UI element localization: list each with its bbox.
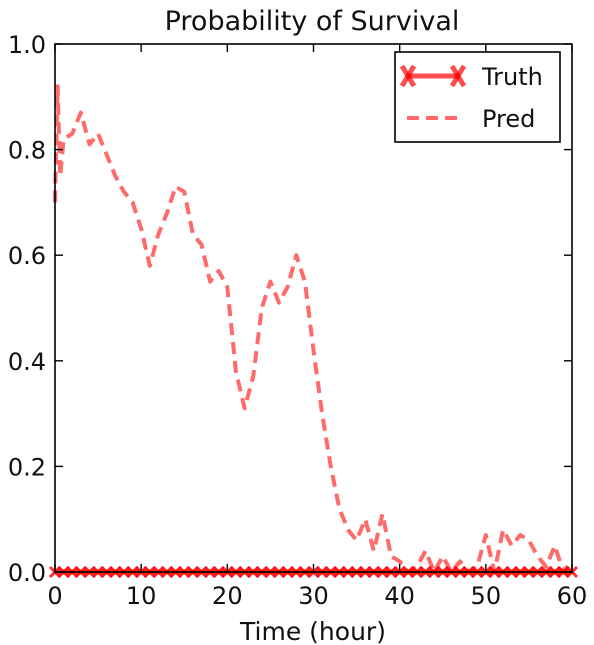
- legend-truth-label: Truth: [481, 63, 543, 91]
- plot-area: [48, 84, 579, 579]
- legend: Truth Pred: [394, 51, 561, 143]
- x-tick-label: 30: [298, 582, 329, 610]
- y-tick-label: 1.0: [8, 31, 46, 59]
- y-tick-label: 0.6: [8, 242, 46, 270]
- legend-box: [394, 51, 561, 143]
- series-pred-line: [53, 84, 574, 574]
- x-tick-label: 10: [126, 582, 157, 610]
- x-tick-label: 50: [471, 582, 502, 610]
- legend-truth-marker-right: [449, 64, 467, 88]
- x-tick-label: 40: [384, 582, 415, 610]
- y-axis-ticks: 0.0 0.2 0.4 0.6 0.8 1.0: [8, 31, 572, 587]
- x-tick-label: 20: [212, 582, 243, 610]
- y-tick-label: 0.4: [8, 348, 46, 376]
- x-tick-label: 0: [47, 582, 62, 610]
- legend-pred-label: Pred: [482, 105, 535, 133]
- y-tick-label: 0.0: [8, 559, 46, 587]
- y-tick-label: 0.2: [8, 453, 46, 481]
- legend-truth-marker-left: [399, 64, 417, 88]
- y-tick-label: 0.8: [8, 137, 46, 165]
- chart-title: Probability of Survival: [165, 6, 460, 37]
- x-tick-label: 60: [557, 582, 588, 610]
- plot-frame: [54, 43, 573, 573]
- x-axis-label: Time (hour): [239, 617, 386, 645]
